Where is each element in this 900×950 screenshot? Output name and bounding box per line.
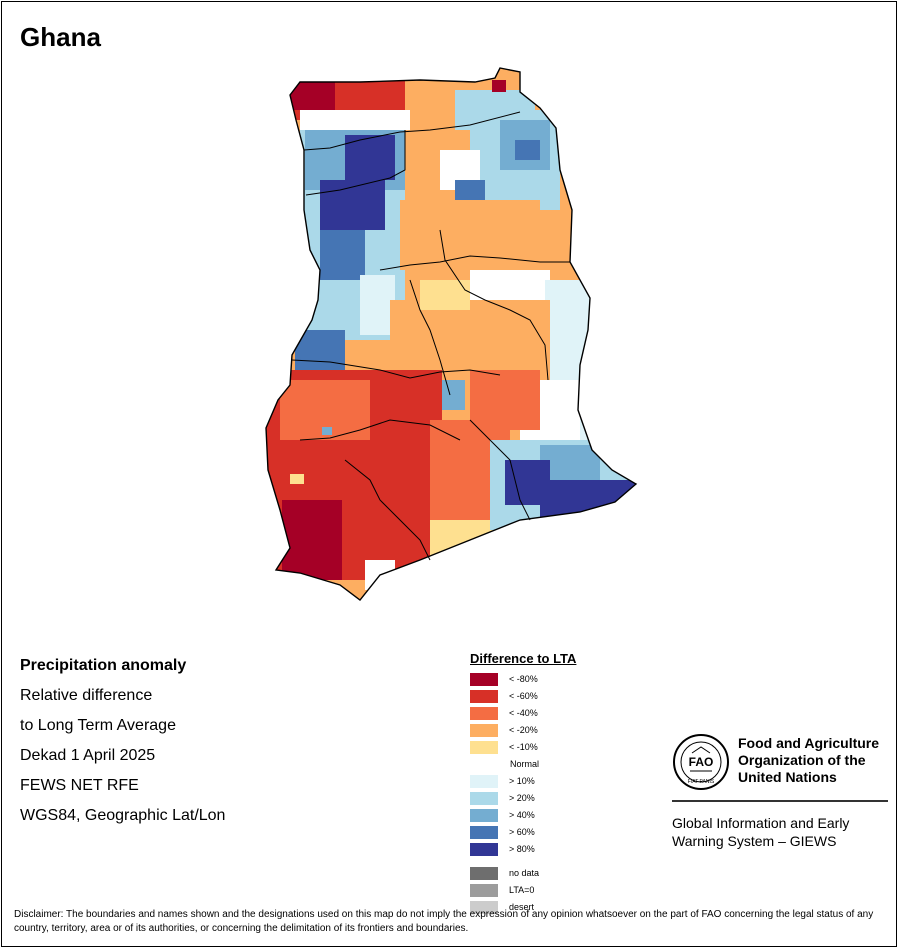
giews-line-1: Global Information and Early (672, 815, 850, 831)
fao-divider (672, 800, 888, 802)
legend-class-label: Normal (510, 759, 540, 769)
legend-class-row: < -60% (470, 689, 670, 706)
boundary-centre (379, 255, 570, 271)
legend-extra-label: LTA=0 (509, 885, 535, 895)
legend-extra: no data LTA=0 desert (470, 866, 670, 917)
fao-logo-text: FAO (689, 755, 714, 769)
anomaly-west-strong (320, 230, 365, 280)
boundary-volta (439, 229, 549, 381)
legend-class-swatch (470, 775, 498, 788)
map-legend: Difference to LTA < -80% < -60% < -40% < -2… (470, 651, 670, 917)
anomaly-west-white (300, 110, 410, 130)
legend-class-swatch (470, 724, 498, 737)
legend-class-swatch (470, 843, 498, 856)
legend-class-label: < -10% (509, 742, 538, 752)
legend-class-label: > 60% (509, 827, 535, 837)
legend-class-row: > 20% (470, 791, 670, 808)
legend-extra-row: desert (470, 900, 670, 917)
legend-class-swatch (470, 690, 498, 703)
legend-class-row: Normal (470, 757, 670, 774)
legend-class-row: < -20% (470, 723, 670, 740)
legend-class-row: > 10% (470, 774, 670, 791)
legend-class-swatch (470, 758, 498, 771)
legend-class-label: < -80% (509, 674, 538, 684)
legend-class-label: > 40% (509, 810, 535, 820)
anomaly-small-yellow (290, 474, 304, 484)
map-info-block: Precipitation anomaly Relative differenc… (20, 656, 225, 836)
info-title: Precipitation anomaly (20, 657, 187, 674)
anomaly-west-deep (345, 135, 395, 180)
fao-logo-icon: FAO FIAT PANIS (673, 734, 729, 790)
legend-extra-label: no data (509, 868, 540, 878)
info-period: Dekad 1 April 2025 (20, 747, 156, 764)
anomaly-south-coast-yellow (430, 520, 500, 560)
legend-extra-row: no data (470, 866, 670, 883)
info-projection: WGS84, Geographic Lat/Lon (20, 807, 226, 824)
info-subtitle-2: to Long Term Average (20, 717, 176, 734)
legend-class-label: < -40% (509, 708, 538, 718)
anomaly-south-centre-red (470, 370, 540, 430)
legend-class-row: > 40% (470, 808, 670, 825)
legend-class-row: > 80% (470, 842, 670, 859)
legend-class-row: < -10% (470, 740, 670, 757)
boundary-bono (291, 359, 501, 379)
legend-title: Difference to LTA (470, 651, 577, 666)
anomaly-small-blue (322, 427, 332, 435)
legend-class-label: > 10% (509, 776, 535, 786)
boundary-volta-lake (409, 279, 451, 396)
legend-class-row: < -40% (470, 706, 670, 723)
legend-classes: < -80% < -60% < -40% < -20% < -10% Normal > 10… (470, 672, 670, 859)
anomaly-south-east-deep-2 (540, 480, 636, 520)
giews-line-2: Warning System – GIEWS (672, 833, 837, 849)
legend-class-row: < -80% (470, 672, 670, 689)
legend-class-swatch (470, 809, 498, 822)
giews-name: Global Information and Early Warning Sys… (672, 814, 849, 850)
legend-class-label: < -60% (509, 691, 538, 701)
legend-extra-swatch (470, 867, 498, 880)
anomaly-centre-orange-2 (390, 300, 550, 380)
info-subtitle-1: Relative difference (20, 687, 153, 704)
legend-extra-label: desert (509, 902, 535, 912)
precipitation-anomaly-map (265, 67, 637, 601)
boundary-ashanti (299, 419, 461, 441)
disclaimer: Disclaimer: The boundaries and names sho… (14, 909, 874, 934)
boundary-western (344, 459, 431, 561)
anomaly-west-white-2 (360, 275, 395, 335)
legend-extra-row: LTA=0 (470, 883, 670, 900)
fao-name-line-3: United Nations (738, 769, 837, 785)
legend-class-swatch (470, 741, 498, 754)
legend-class-label: < -20% (509, 725, 538, 735)
legend-class-label: > 20% (509, 793, 535, 803)
anomaly-north-east-dark (492, 80, 506, 92)
boundary-north (305, 130, 406, 196)
info-source: FEWS NET RFE (20, 777, 139, 794)
anomaly-north-west-dark (290, 80, 335, 110)
boundary-upper-west (303, 111, 521, 151)
fao-name-line-1: Food and Agriculture (738, 735, 880, 751)
anomaly-south-west-dark (282, 500, 342, 580)
anomaly-centre-yellow (420, 280, 470, 310)
legend-class-swatch (470, 792, 498, 805)
legend-extra-swatch (470, 884, 498, 897)
legend-extra-swatch (470, 901, 498, 914)
fao-logo-motto: FIAT PANIS (688, 779, 715, 785)
anomaly-west-deep-2 (320, 180, 385, 230)
legend-class-row: > 60% (470, 825, 670, 842)
map-title: Ghana (20, 22, 101, 52)
legend-class-swatch (470, 673, 498, 686)
fao-name: Food and Agriculture Organization of the… (738, 735, 879, 786)
region-boundaries (291, 111, 570, 561)
legend-class-label: > 80% (509, 844, 535, 854)
legend-class-swatch (470, 707, 498, 720)
anomaly-centre-orange (400, 200, 540, 270)
anomaly-north-east-deep (515, 140, 540, 160)
legend-class-swatch (470, 826, 498, 839)
boundary-eastern (469, 419, 531, 521)
fao-name-line-2: Organization of the (738, 752, 866, 768)
